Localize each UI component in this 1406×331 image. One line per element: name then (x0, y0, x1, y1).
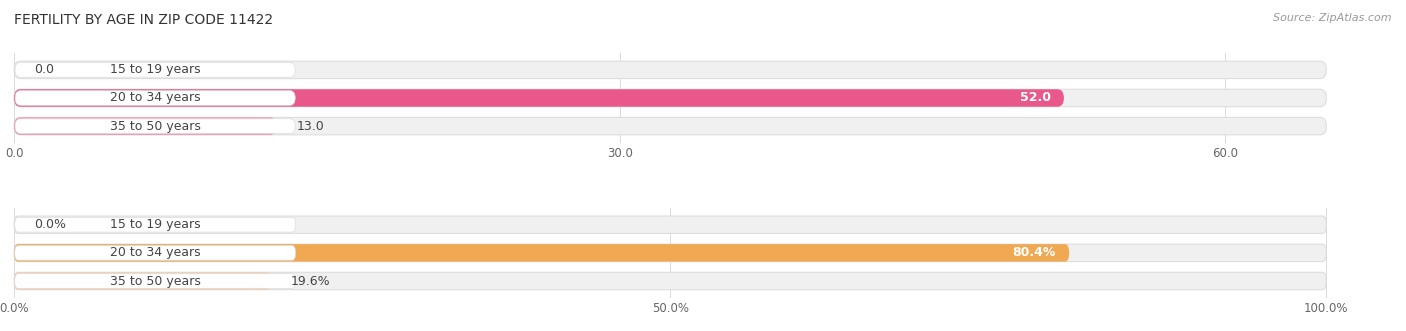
Text: 80.4%: 80.4% (1012, 246, 1056, 260)
FancyBboxPatch shape (15, 119, 295, 133)
FancyBboxPatch shape (15, 63, 295, 77)
FancyBboxPatch shape (14, 217, 295, 232)
FancyBboxPatch shape (14, 89, 1064, 107)
FancyBboxPatch shape (14, 244, 1069, 261)
Text: 15 to 19 years: 15 to 19 years (110, 63, 201, 76)
FancyBboxPatch shape (14, 118, 277, 135)
FancyBboxPatch shape (15, 91, 295, 105)
Text: 52.0: 52.0 (1019, 91, 1050, 105)
Text: 20 to 34 years: 20 to 34 years (110, 91, 201, 105)
Text: 0.0: 0.0 (34, 63, 53, 76)
Text: 19.6%: 19.6% (291, 274, 330, 288)
FancyBboxPatch shape (14, 244, 1326, 261)
FancyBboxPatch shape (14, 118, 1326, 135)
FancyBboxPatch shape (14, 272, 271, 290)
FancyBboxPatch shape (14, 216, 1326, 233)
Text: 35 to 50 years: 35 to 50 years (110, 119, 201, 133)
Text: Source: ZipAtlas.com: Source: ZipAtlas.com (1274, 13, 1392, 23)
FancyBboxPatch shape (14, 89, 1326, 107)
FancyBboxPatch shape (14, 274, 295, 288)
FancyBboxPatch shape (14, 246, 295, 260)
Text: 35 to 50 years: 35 to 50 years (110, 274, 201, 288)
FancyBboxPatch shape (14, 61, 1326, 78)
Text: FERTILITY BY AGE IN ZIP CODE 11422: FERTILITY BY AGE IN ZIP CODE 11422 (14, 13, 273, 27)
Text: 20 to 34 years: 20 to 34 years (110, 246, 201, 260)
Text: 15 to 19 years: 15 to 19 years (110, 218, 201, 231)
Text: 0.0%: 0.0% (34, 218, 66, 231)
FancyBboxPatch shape (14, 272, 1326, 290)
Text: 13.0: 13.0 (297, 119, 323, 133)
